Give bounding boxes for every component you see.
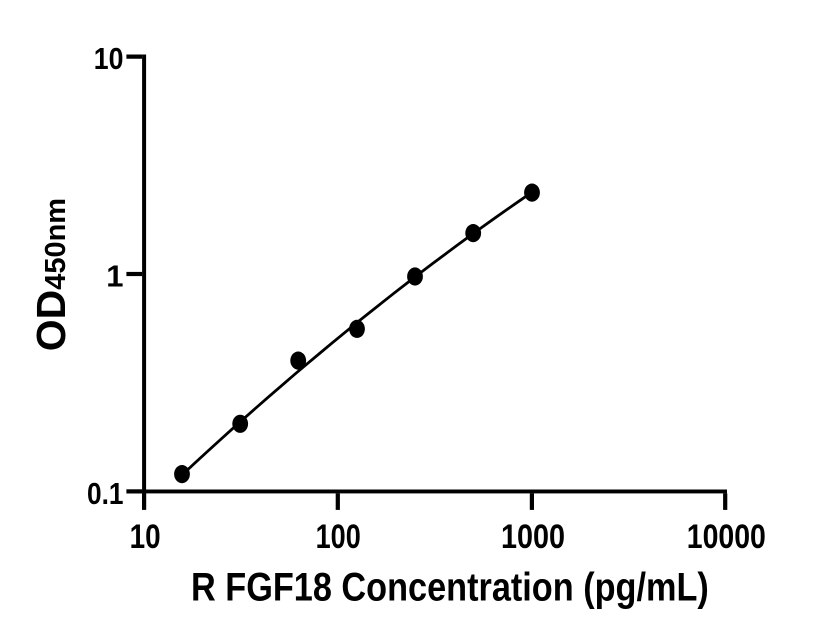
- svg-text:10000: 10000: [687, 518, 766, 556]
- svg-text:100: 100: [316, 518, 361, 556]
- svg-text:10: 10: [130, 518, 161, 556]
- svg-text:0.1: 0.1: [87, 476, 124, 511]
- svg-text:10: 10: [94, 41, 124, 76]
- svg-text:1: 1: [106, 259, 123, 294]
- svg-text:R FGF18 Concentration (pg/mL): R FGF18 Concentration (pg/mL): [191, 566, 709, 610]
- svg-text:1000: 1000: [501, 518, 565, 556]
